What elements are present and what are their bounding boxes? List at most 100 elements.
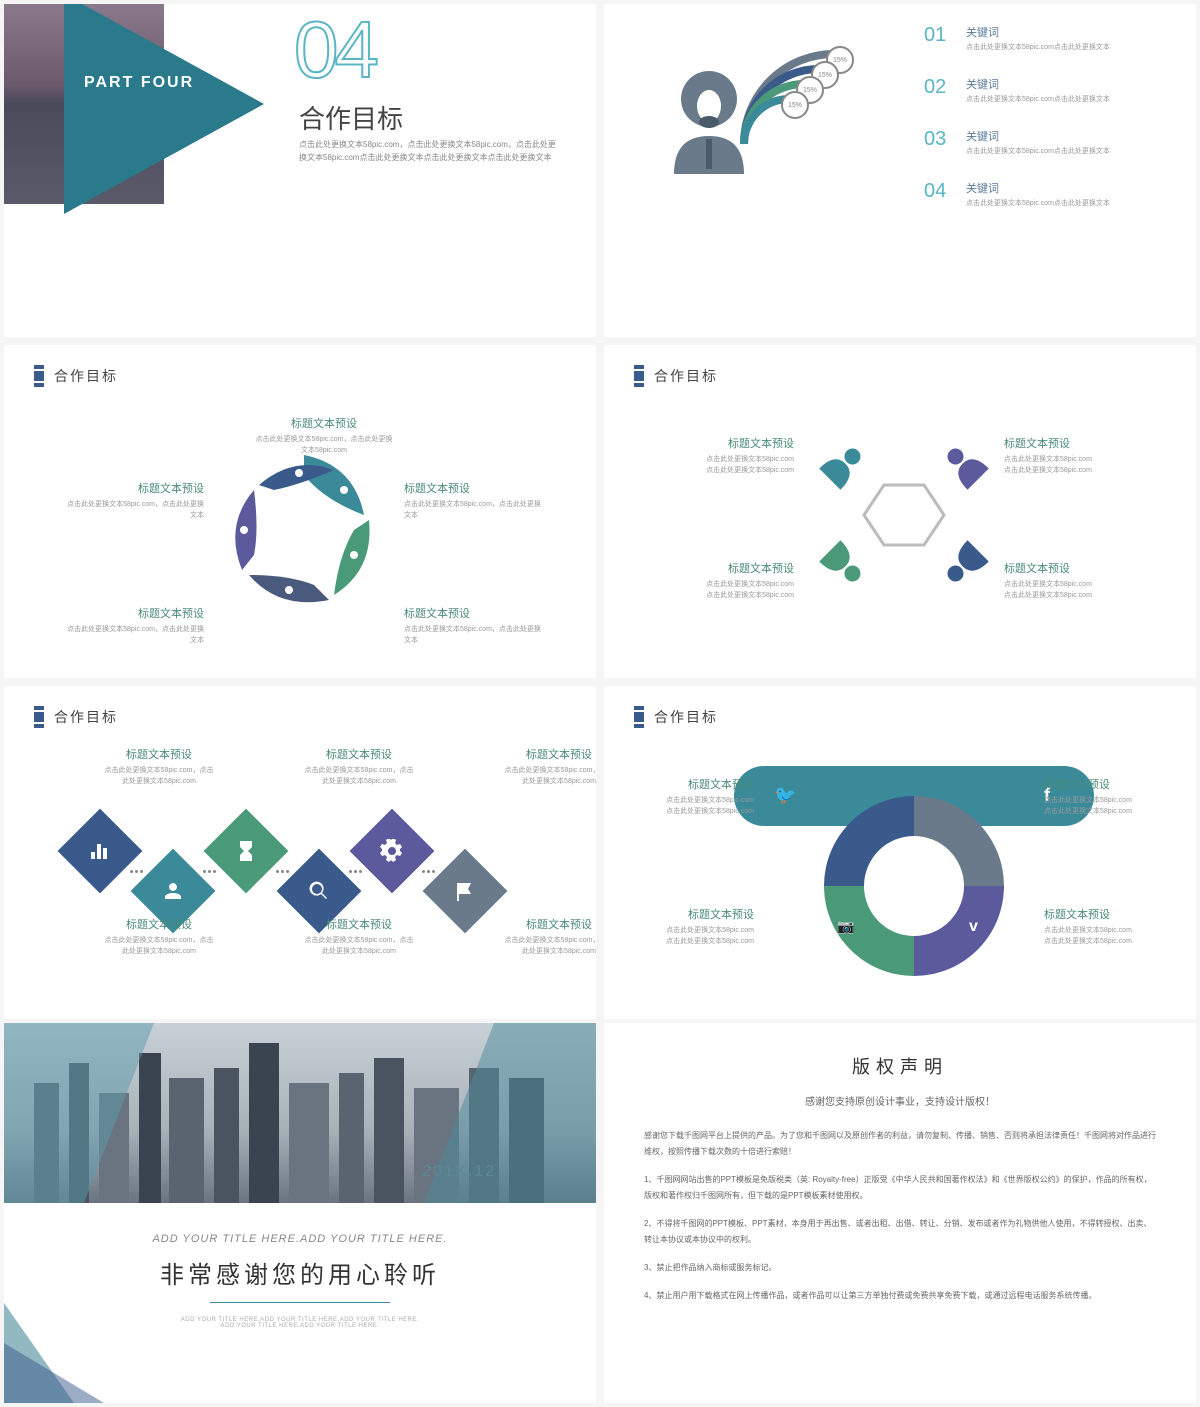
block-desc: 点击此处更换文本58pic.com 点击此处更换文本58pic.com — [1004, 580, 1144, 601]
copyright-body: 感谢您下载千图网平台上提供的产品。为了您和千图网以及原创作者的利益，请勿复制、传… — [604, 1108, 1196, 1336]
text-block: 标题文本预设点击此处更换文本58pic.com，点击此处更换文本58pic.co… — [304, 746, 414, 787]
keyword-title: 关键词 — [966, 24, 1110, 40]
slide-arc-diagram: 15% 15% 15% 15% 01关键词点击此处更换文本58pic.com点击… — [604, 4, 1196, 337]
keyword-desc: 点击此处更换文本58pic.com点击此处更换文本 — [966, 42, 1110, 52]
block-title: 标题文本预设 — [634, 906, 754, 922]
block-title: 标题文本预设 — [304, 746, 414, 762]
city-banner: 201X.12 — [4, 1023, 596, 1203]
block-title: 标题文本预设 — [104, 746, 214, 762]
block-desc: 点击此处更换文本58pic.com，点击此处更换文本 — [404, 500, 544, 521]
block-title: 标题文本预设 — [404, 605, 544, 621]
block-title: 标题文本预设 — [64, 605, 204, 621]
block-title: 标题文本预设 — [1004, 560, 1144, 576]
block-desc: 点击此处更换文本58pic.com 点击此处更换文本58pic.com — [654, 580, 794, 601]
slide-diamonds: 合作目标 标题文本预设点击此处更换文本58pic.com，点击此处更换文本58p… — [4, 686, 596, 1019]
slide-people-x: 合作目标 标题文本预设点击此处更换文本58pic.com 点击此处更换文本58p… — [604, 345, 1196, 678]
block-title: 标题文本预设 — [64, 480, 204, 496]
block-desc: 点击此处更换文本58pic.com 点击此处更换文本58pic.com — [634, 926, 754, 947]
keyword-desc: 点击此处更换文本58pic.com点击此处更换文本 — [966, 198, 1110, 208]
section-title: 合作目标 — [299, 99, 403, 136]
donut-band-diagram: 🐦 f 📷 v — [734, 756, 1094, 986]
slide-thanks: 201X.12 ADD YOUR TITLE HERE.ADD YOUR TIT… — [4, 1023, 596, 1403]
block-title: 标题文本预设 — [404, 480, 544, 496]
svg-text:🐦: 🐦 — [774, 785, 796, 805]
text-block: 标题文本预设点击此处更换文本58pic.com 点击此处更换文本58pic.co… — [1004, 435, 1144, 476]
block-desc: 点击此处更换文本58pic.com 点击此处更换文本58pic.com — [1004, 455, 1144, 476]
block-title: 标题文本预设 — [634, 776, 754, 792]
text-block: 标题文本预设点击此处更换文本58pic.com 点击此处更换文本58pic.co… — [654, 560, 794, 601]
slide-copyright: 版权声明 感谢您支持原创设计事业，支持设计版权！ 感谢您下载千图网平台上提供的产… — [604, 1023, 1196, 1403]
text-block: 标题文本预设点击此处更换文本58pic.com，点击此处更换文本58pic.co… — [304, 916, 414, 957]
block-desc: 点击此处更换文本58pic.com，点击此处更换文本 — [64, 500, 204, 521]
slide-swirl: 合作目标 标题文本预设点击此处更换文本58pic.com，点击此处更换文本58p… — [4, 345, 596, 678]
pct-bubble: 15% — [781, 91, 809, 119]
text-block: 标题文本预设点击此处更换文本58pic.com 点击此处更换文本58pic.co… — [1044, 776, 1164, 817]
text-block: 标题文本预设点击此处更换文本58pic.com，点击此处更换文本 — [64, 605, 204, 646]
keyword-item: 01 关键词点击此处更换文本58pic.com点击此处更换文本 — [924, 24, 1110, 52]
date-badge: 201X.12 — [422, 1163, 496, 1181]
block-desc: 点击此处更换文本58pic.com，点击此处更换文本58pic.com — [304, 936, 414, 957]
keyword-num: 02 — [924, 76, 954, 104]
text-block: 标题文本预设点击此处更换文本58pic.com，点击此处更换文本58pic.co… — [254, 415, 394, 456]
section-desc: 点击此处更换文本58pic.com，点击此处更换文本58pic.com，点击此处… — [299, 139, 559, 165]
triangle-accent — [64, 4, 264, 214]
block-desc: 点击此处更换文本58pic.com 点击此处更换文本58pic.com — [654, 455, 794, 476]
text-block: 标题文本预设点击此处更换文本58pic.com 点击此处更换文本58pic.co… — [654, 435, 794, 476]
thanks-title: 非常感谢您的用心聆听 — [4, 1255, 596, 1290]
svg-text:v: v — [969, 918, 978, 935]
slide-header: 合作目标 — [34, 706, 118, 728]
thanks-subtitle: ADD YOUR TITLE HERE.ADD YOUR TITLE HERE. — [4, 1233, 596, 1245]
block-desc: 点击此处更换文本58pic.com，点击此处更换文本58pic.com — [304, 766, 414, 787]
keyword-title: 关键词 — [966, 180, 1110, 196]
slide-header: 合作目标 — [34, 365, 118, 387]
people-x-diagram — [784, 415, 1024, 615]
text-block: 标题文本预设点击此处更换文本58pic.com，点击此处更换文本58pic.co… — [104, 746, 214, 787]
keyword-num: 01 — [924, 24, 954, 52]
text-block: 标题文本预设点击此处更换文本58pic.com，点击此处更换文本58pic.co… — [504, 746, 596, 787]
copyright-title: 版权声明 — [604, 1053, 1196, 1079]
block-desc: 点击此处更换文本58pic.com，点击此处更换文本 — [404, 625, 544, 646]
text-block: 标题文本预设点击此处更换文本58pic.com，点击此处更换文本58pic.co… — [104, 916, 214, 957]
part-label: PART FOUR — [84, 74, 194, 92]
slide-header: 合作目标 — [634, 365, 718, 387]
block-desc: 点击此处更换文本58pic.com，点击此处更换文本58pic.com — [254, 435, 394, 456]
block-title: 标题文本预设 — [304, 916, 414, 932]
keyword-item: 03关键词点击此处更换文本58pic.com点击此处更换文本 — [924, 128, 1110, 156]
keyword-num: 03 — [924, 128, 954, 156]
text-block: 标题文本预设点击此处更换文本58pic.com，点击此处更换文本 — [64, 480, 204, 521]
block-title: 标题文本预设 — [654, 435, 794, 451]
keyword-item: 02关键词点击此处更换文本58pic.com点击此处更换文本 — [924, 76, 1110, 104]
slide-donut-band: 合作目标 🐦 f 📷 v 标题文本预设点击此处更换文本58pic.com 点击此… — [604, 686, 1196, 1019]
block-title: 标题文本预设 — [654, 560, 794, 576]
block-title: 标题文本预设 — [504, 916, 596, 932]
block-desc: 点击此处更换文本58pic.com 点击此处更换文本58pic.com — [1044, 796, 1164, 817]
block-title: 标题文本预设 — [1004, 435, 1144, 451]
text-block: 标题文本预设点击此处更换文本58pic.com 点击此处更换文本58pic.co… — [1004, 560, 1144, 601]
section-number: 04 — [294, 4, 375, 96]
text-block: 标题文本预设点击此处更换文本58pic.com，点击此处更换文本58pic.co… — [504, 916, 596, 957]
block-title: 标题文本预设 — [504, 746, 596, 762]
diamond-node — [58, 809, 143, 894]
block-desc: 点击此处更换文本58pic.com，点击此处更换文本58pic.com — [504, 766, 596, 787]
keyword-desc: 点击此处更换文本58pic.com点击此处更换文本 — [966, 94, 1110, 104]
block-desc: 点击此处更换文本58pic.com，点击此处更换文本58pic.com — [104, 766, 214, 787]
text-block: 标题文本预设点击此处更换文本58pic.com，点击此处更换文本 — [404, 605, 544, 646]
arc-chart — [654, 4, 894, 204]
swirl-diagram — [214, 445, 394, 615]
text-block: 标题文本预设点击此处更换文本58pic.com 点击此处更换文本58pic.co… — [634, 776, 754, 817]
block-title: 标题文本预设 — [104, 916, 214, 932]
keyword-item: 04 关键词点击此处更换文本58pic.com点击此处更换文本 — [924, 180, 1110, 208]
block-desc: 点击此处更换文本58pic.com，点击此处更换文本58pic.com — [104, 936, 214, 957]
block-desc: 点击此处更换文本58pic.com，点击此处更换文本58pic.com — [504, 936, 596, 957]
block-title: 标题文本预设 — [1044, 906, 1164, 922]
keyword-list: 01关键词点击此处更换文本58pic.com点击此处更换文本02关键词点击此处更… — [924, 24, 1110, 232]
text-block: 标题文本预设点击此处更换文本58pic.com 点击此处更换文本58pic.co… — [634, 906, 754, 947]
copyright-subtitle: 感谢您支持原创设计事业，支持设计版权！ — [604, 1093, 1196, 1108]
slide-header: 合作目标 — [634, 706, 718, 728]
block-title: 标题文本预设 — [1044, 776, 1164, 792]
svg-text:📷: 📷 — [837, 918, 854, 935]
keyword-num: 04 — [924, 180, 954, 208]
block-desc: 点击此处更换文本58pic.com 点击此处更换文本58pic.com — [1044, 926, 1164, 947]
keyword-desc: 点击此处更换文本58pic.com点击此处更换文本 — [966, 146, 1110, 156]
slide-part-four: PART FOUR 04 合作目标 点击此处更换文本58pic.com，点击此处… — [4, 4, 596, 337]
